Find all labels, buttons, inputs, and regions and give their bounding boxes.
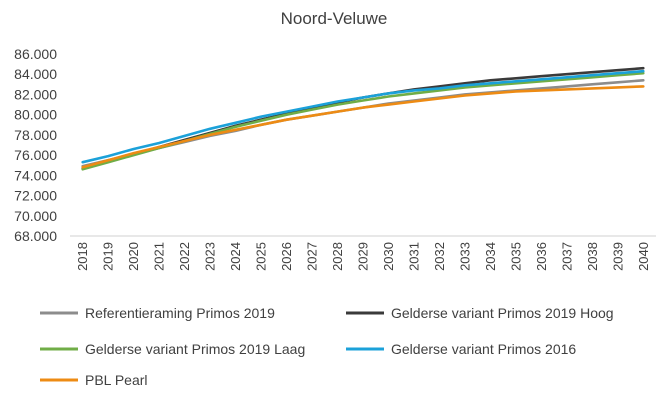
x-tick-label: 2021: [152, 242, 167, 271]
x-tick-label: 2018: [75, 242, 90, 271]
series-line-4: [81, 69, 645, 164]
x-tick-label: 2019: [101, 242, 116, 271]
y-tick-label: 72.000: [14, 188, 57, 204]
y-tick-label: 74.000: [14, 167, 57, 183]
x-tick-label: 2035: [508, 242, 523, 271]
x-tick-label: 2033: [457, 242, 472, 271]
series-line-2: [81, 66, 645, 170]
x-tick-label: 2020: [126, 242, 141, 271]
x-tick-label: 2038: [585, 242, 600, 271]
series-line-5: [81, 85, 645, 169]
y-axis-ticks: 68.000 70.000 72.000 74.000 76.000 78.000 80.0…: [14, 46, 57, 244]
x-tick-label: 2034: [483, 242, 498, 271]
x-tick-label: 2025: [254, 242, 269, 271]
legend-label-4: Gelderse variant Primos 2016: [391, 341, 576, 357]
x-tick-label: 2024: [228, 242, 243, 271]
y-tick-label: 76.000: [14, 147, 57, 163]
x-tick-label: 2023: [203, 242, 218, 271]
legend-label-2: Gelderse variant Primos 2019 Hoog: [391, 305, 614, 321]
x-tick-label: 2030: [381, 242, 396, 271]
y-tick-label: 84.000: [14, 66, 57, 82]
x-tick-label: 2026: [279, 242, 294, 271]
y-tick-label: 80.000: [14, 107, 57, 123]
x-tick-label: 2029: [356, 242, 371, 271]
y-tick-label: 70.000: [14, 208, 57, 224]
x-tick-label: 2037: [559, 242, 574, 271]
x-tick-label: 2031: [406, 242, 421, 271]
x-tick-label: 2027: [305, 242, 320, 271]
x-tick-label: 2036: [534, 242, 549, 271]
legend-label-1: Referentieraming Primos 2019: [85, 305, 275, 321]
x-axis-ticks: 2018 2019 2020 2021 2022 2023 2024 2025 2026 2027…: [75, 242, 651, 271]
chart-title: Noord-Veluwe: [281, 9, 388, 28]
y-tick-label: 82.000: [14, 86, 57, 102]
x-tick-label: 2032: [432, 242, 447, 271]
series-line-1: [81, 79, 645, 168]
x-tick-label: 2040: [636, 242, 651, 271]
x-tick-label: 2039: [610, 242, 625, 271]
y-tick-label: 78.000: [14, 127, 57, 143]
legend: Referentieraming Primos 2019 Gelderse var…: [40, 305, 614, 388]
legend-label-5: PBL Pearl: [85, 372, 148, 388]
y-tick-label: 68.000: [14, 228, 57, 244]
x-tick-label: 2022: [177, 242, 192, 271]
legend-label-3: Gelderse variant Primos 2019 Laag: [85, 341, 305, 357]
y-tick-label: 86.000: [14, 46, 57, 62]
series-lines: [81, 66, 645, 171]
x-tick-label: 2028: [330, 242, 345, 271]
